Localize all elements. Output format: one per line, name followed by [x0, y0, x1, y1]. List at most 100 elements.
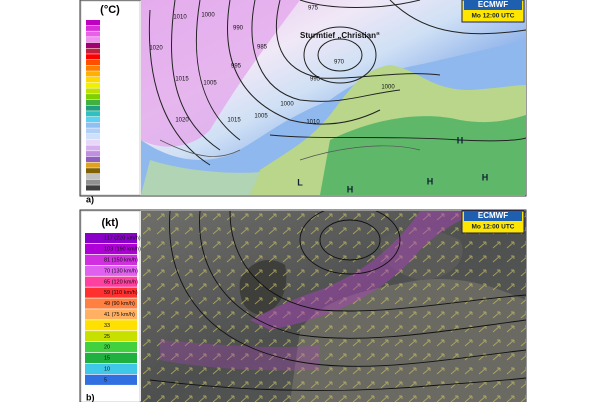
- legend-swatch: [86, 139, 100, 145]
- south-area: [141, 160, 260, 195]
- legend: 117 (220 km/h) 103 (190 km/h) 81 (150 km/h…: [85, 233, 141, 385]
- isobar: [227, 0, 381, 125]
- isobar: [170, 0, 221, 151]
- legend-swatch: [86, 151, 100, 157]
- isobar-label: 1010: [306, 120, 320, 126]
- badge-title: ECMWF: [478, 211, 508, 220]
- isobar-label: 1000: [201, 13, 215, 19]
- legend-swatch: [86, 116, 100, 123]
- isobar-label: 1015: [175, 77, 189, 83]
- isobar-label: 1005: [254, 114, 268, 120]
- legend-swatch: [85, 352, 137, 364]
- isobar-label: 995: [310, 77, 321, 83]
- badge: ECMWF Mo 12:00 UTC: [461, 0, 525, 23]
- isobar-label: 975: [308, 6, 319, 12]
- isobar: [299, 211, 401, 275]
- cold-area: [141, 0, 300, 147]
- legend-swatch: [86, 145, 100, 151]
- isobar-label: 1015: [227, 118, 241, 124]
- legend-swatch: [86, 42, 100, 48]
- isobar: [251, 0, 401, 102]
- pressure-marker: L: [297, 177, 303, 187]
- legend-label: 117 (220 km/h): [104, 236, 141, 242]
- legend-swatch: [86, 25, 100, 31]
- legend-swatch: [85, 320, 137, 331]
- isobar: [299, 0, 421, 8]
- legend-swatch: [85, 243, 137, 255]
- legend-swatch: [85, 233, 137, 244]
- pressure-markers: H L H H H: [297, 135, 488, 194]
- legend-swatch: [86, 173, 100, 180]
- legend-swatch: [86, 134, 100, 140]
- isobar-label: 990: [233, 26, 244, 32]
- legend-label: 33: [104, 323, 110, 329]
- isobar-label: 995: [231, 64, 242, 70]
- isobar-label: 970: [334, 60, 345, 66]
- map-a: [141, 0, 526, 195]
- wind-arrows: [141, 211, 526, 402]
- pressure-marker: H: [347, 184, 354, 194]
- legend-swatch: [85, 309, 137, 320]
- legend-swatches: [86, 20, 100, 191]
- legend-swatch: [86, 105, 100, 111]
- isobar: [269, 134, 526, 142]
- wind-area: [250, 211, 480, 330]
- isobar: [195, 0, 241, 141]
- legend-swatch: [86, 128, 100, 134]
- legend-swatch: [86, 94, 100, 100]
- legend-title: (°C): [100, 4, 120, 16]
- isobar-label: 1000: [280, 102, 294, 108]
- legend-label: 5: [104, 377, 107, 383]
- legend-swatch: [86, 168, 100, 174]
- isobar-label: 1005: [203, 81, 217, 87]
- legend-label: 103 (190 km/h): [104, 247, 141, 253]
- legend-label: 81 (150 km/h): [104, 257, 138, 263]
- legend-label: 10: [104, 366, 110, 372]
- isobar: [319, 219, 381, 261]
- legend-swatch: [85, 374, 137, 385]
- legend-swatch: [86, 88, 100, 94]
- isobar: [389, 0, 526, 35]
- pressure-marker: H: [457, 135, 464, 145]
- legend-swatch: [86, 59, 100, 66]
- warm-land: [320, 115, 526, 195]
- legend-swatch: [85, 287, 137, 298]
- legend-swatch: [86, 162, 100, 168]
- legend-title: (kt): [101, 217, 118, 229]
- legend-label: 25: [104, 334, 110, 340]
- legend-swatch: [85, 254, 137, 265]
- legend-swatch: [86, 122, 100, 128]
- isobar: [317, 38, 363, 72]
- legend-label: 59 (110 km/h): [104, 290, 138, 296]
- legend-label: 65 (120 km/h): [104, 279, 138, 285]
- panel-label: b): [86, 392, 95, 402]
- isobar-label: 1000: [381, 85, 395, 91]
- legend-swatch: [85, 342, 137, 353]
- storm-label: Sturmtief „Christian“: [300, 31, 380, 40]
- map-b: [141, 211, 526, 402]
- legend-swatch: [86, 185, 100, 191]
- isobar: [303, 26, 377, 84]
- legend-label: 41 (75 km/h): [104, 312, 135, 318]
- legend-swatch: [86, 111, 100, 117]
- isobar: [169, 211, 526, 367]
- legend-swatch: [85, 331, 137, 342]
- legend-swatch: [85, 298, 137, 309]
- legend-swatch: [86, 82, 100, 88]
- isobar: [199, 211, 526, 339]
- badge-title: ECMWF: [478, 0, 508, 9]
- legend-swatch: [86, 37, 100, 43]
- badge-time: Mo 12:00 UTC: [472, 13, 515, 20]
- isobar: [148, 9, 211, 166]
- legend-label: 49 (90 km/h): [104, 301, 135, 307]
- pressure-marker: H: [427, 176, 434, 186]
- panel-label: a): [86, 194, 94, 204]
- legend-label: 15: [104, 356, 110, 362]
- legend-swatch: [86, 156, 100, 162]
- coastline: [159, 139, 421, 161]
- badge: ECMWF Mo 12:00 UTC: [461, 210, 525, 234]
- pressure-marker: H: [482, 172, 489, 182]
- legend-swatch: [86, 99, 100, 105]
